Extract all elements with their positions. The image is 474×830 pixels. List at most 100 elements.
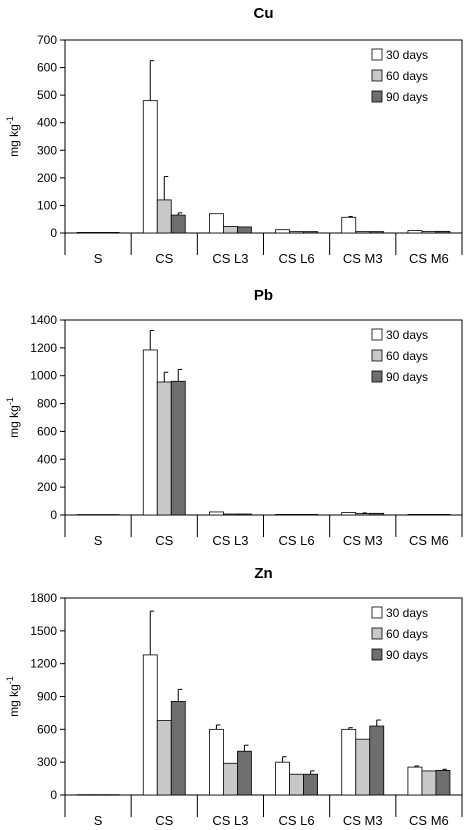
- bar-30-days: [209, 728, 224, 796]
- legend-swatch: [371, 90, 383, 103]
- y-tick-label: 600: [37, 424, 57, 438]
- x-category-label: CS M6: [409, 251, 449, 266]
- legend-label: 30 days: [386, 606, 428, 620]
- y-tick-label: 100: [37, 198, 57, 212]
- bar-90-days: [303, 514, 318, 516]
- bar-60-days: [90, 794, 106, 796]
- y-axis-label-text: mg kg: [7, 124, 21, 157]
- legend-swatch: [371, 627, 383, 640]
- x-category-label: S: [94, 251, 103, 266]
- y-tick-label: 400: [37, 452, 57, 466]
- x-category-label: CS L6: [279, 533, 315, 548]
- y-tick-label: 400: [37, 116, 57, 130]
- x-category-label: CS L6: [279, 813, 315, 825]
- x-category-label: CS: [155, 813, 173, 825]
- bar-90-days: [170, 214, 186, 234]
- y-tick-label: 500: [37, 88, 57, 102]
- x-category-label: CS M3: [343, 251, 383, 266]
- bar-30-days: [275, 229, 290, 234]
- bar-30-days: [341, 512, 357, 516]
- bar-30-days: [209, 213, 224, 234]
- bar-30-days: [142, 100, 158, 234]
- bar-60-days: [156, 199, 172, 234]
- bar-60-days: [421, 514, 437, 516]
- bar-90-days: [104, 794, 120, 796]
- legend-label: 90 days: [386, 90, 428, 104]
- bar-60-days: [289, 773, 304, 796]
- y-tick-label: 1400: [30, 313, 57, 327]
- x-category-label: CS L3: [212, 813, 248, 825]
- bar-90-days: [237, 513, 252, 516]
- bar-90-days: [435, 230, 451, 234]
- y-tick-label: 900: [37, 690, 57, 704]
- y-tick-label: 0: [50, 788, 57, 802]
- bar-60-days: [223, 513, 238, 516]
- y-tick-label: 200: [37, 171, 57, 185]
- bar-60-days: [421, 770, 437, 796]
- bar-30-days: [275, 514, 290, 516]
- legend-swatch: [371, 48, 383, 61]
- bar-90-days: [435, 514, 451, 516]
- x-category-label: S: [94, 813, 103, 825]
- chart-title: Pb: [254, 287, 273, 304]
- y-axis-label: mg kg-1: [5, 116, 21, 157]
- bar-90-days: [303, 773, 318, 796]
- bar-60-days: [156, 720, 172, 796]
- y-axis-label-text: mg kg: [7, 405, 21, 438]
- legend-swatch: [371, 328, 383, 341]
- bar-60-days: [421, 230, 437, 234]
- y-tick-label: 0: [50, 508, 57, 522]
- bar-30-days: [341, 216, 357, 234]
- legend-label: 60 days: [386, 69, 428, 83]
- bar-60-days: [289, 514, 304, 516]
- bar-90-days: [104, 514, 120, 516]
- bar-60-days: [289, 231, 304, 234]
- bar-90-days: [237, 226, 252, 234]
- x-category-label: CS M3: [343, 533, 383, 548]
- bar-60-days: [355, 231, 371, 234]
- bar-60-days: [223, 225, 238, 234]
- chart-panel-pb: Pb 0 200 400 600 800 1000 1200 1400 mg kg-1 S CS CS …: [5, 287, 463, 548]
- legend-swatch: [371, 370, 383, 383]
- bar-30-days: [341, 728, 357, 796]
- y-tick-label: 200: [37, 480, 57, 494]
- x-category-label: CS L6: [279, 251, 315, 266]
- bar-90-days: [237, 750, 252, 796]
- bar-30-days: [76, 514, 92, 516]
- y-axis-label: mg kg-1: [5, 397, 21, 438]
- y-tick-label: 700: [37, 33, 57, 47]
- legend-label: 30 days: [386, 328, 428, 342]
- legend-swatch: [371, 69, 383, 82]
- bar-90-days: [170, 701, 186, 796]
- y-tick-label: 0: [50, 226, 57, 240]
- bar-60-days: [223, 762, 238, 796]
- x-category-label: CS: [155, 533, 173, 548]
- chart-title: Zn: [254, 565, 272, 582]
- bar-90-days: [303, 231, 318, 234]
- x-category-label: CS: [155, 251, 173, 266]
- chart-panel-zn: Zn 0 300 600 900 1200 1500 1800 mg kg-1 S CS CS L3 C…: [5, 565, 463, 828]
- bar-30-days: [407, 766, 423, 796]
- y-axis-label-superscript: -1: [5, 397, 15, 405]
- legend-swatch: [371, 606, 383, 619]
- y-tick-label: 600: [37, 61, 57, 75]
- legend-label: 60 days: [386, 349, 428, 363]
- y-axis-label-text: mg kg: [7, 684, 21, 717]
- bar-30-days: [142, 654, 158, 796]
- y-tick-label: 1200: [30, 341, 57, 355]
- y-axis-label-superscript: -1: [5, 116, 15, 124]
- legend-label: 90 days: [386, 370, 428, 384]
- y-axis-label-superscript: -1: [5, 676, 15, 684]
- bar-30-days: [142, 349, 158, 516]
- bar-90-days: [369, 231, 385, 234]
- bar-60-days: [90, 232, 106, 234]
- bar-90-days: [104, 232, 120, 234]
- y-tick-label: 300: [37, 755, 57, 769]
- bar-60-days: [355, 513, 371, 516]
- y-tick-label: 300: [37, 143, 57, 157]
- x-category-label: S: [94, 533, 103, 548]
- bar-60-days: [90, 514, 106, 516]
- bar-30-days: [407, 514, 423, 516]
